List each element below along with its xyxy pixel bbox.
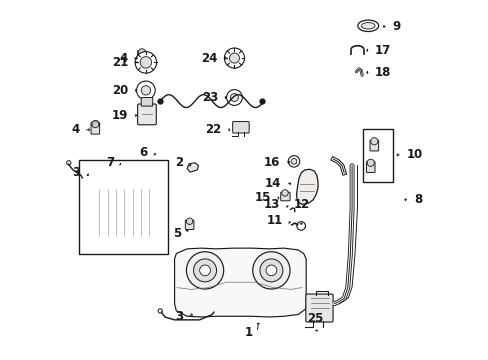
Circle shape (290, 158, 296, 164)
Circle shape (296, 222, 305, 230)
Ellipse shape (361, 23, 374, 29)
Circle shape (281, 190, 287, 196)
Text: 5: 5 (173, 227, 181, 240)
Text: 3: 3 (72, 166, 81, 179)
Circle shape (229, 53, 239, 63)
Circle shape (199, 265, 210, 276)
Text: 23: 23 (202, 91, 218, 104)
Text: 3: 3 (175, 310, 183, 324)
Circle shape (141, 86, 150, 95)
Text: 17: 17 (374, 44, 390, 57)
Text: 8: 8 (413, 193, 421, 206)
Circle shape (136, 81, 155, 100)
Text: 22: 22 (205, 123, 221, 136)
Polygon shape (88, 185, 158, 241)
FancyBboxPatch shape (82, 198, 91, 228)
Circle shape (287, 156, 299, 167)
Polygon shape (187, 163, 198, 172)
Polygon shape (296, 169, 317, 204)
Circle shape (252, 252, 289, 289)
Text: 21: 21 (112, 56, 128, 69)
Text: 25: 25 (306, 311, 323, 324)
FancyBboxPatch shape (280, 192, 289, 201)
Text: 4: 4 (119, 51, 127, 64)
Circle shape (193, 259, 216, 282)
Circle shape (138, 49, 145, 56)
Circle shape (66, 161, 71, 165)
Circle shape (135, 51, 156, 73)
FancyBboxPatch shape (91, 123, 100, 134)
Circle shape (186, 218, 192, 225)
Text: 12: 12 (293, 198, 309, 211)
Text: 20: 20 (112, 84, 128, 97)
FancyBboxPatch shape (141, 98, 152, 106)
Ellipse shape (357, 20, 378, 32)
FancyBboxPatch shape (305, 294, 332, 322)
Text: 24: 24 (201, 51, 218, 64)
Text: 9: 9 (391, 20, 400, 33)
Text: 11: 11 (266, 214, 282, 227)
Circle shape (265, 265, 276, 276)
FancyBboxPatch shape (185, 220, 194, 229)
Text: 13: 13 (264, 198, 280, 211)
Circle shape (158, 309, 162, 313)
Circle shape (224, 48, 244, 68)
Text: 2: 2 (175, 156, 183, 169)
FancyBboxPatch shape (369, 140, 378, 151)
Circle shape (226, 90, 242, 105)
Text: 19: 19 (112, 109, 128, 122)
FancyBboxPatch shape (137, 104, 156, 125)
Circle shape (92, 121, 99, 128)
Text: 14: 14 (264, 177, 281, 190)
Text: 15: 15 (254, 192, 270, 204)
Text: 10: 10 (406, 148, 422, 161)
Polygon shape (174, 248, 305, 317)
Circle shape (260, 259, 282, 282)
FancyBboxPatch shape (137, 51, 146, 62)
Text: 1: 1 (244, 326, 252, 339)
Text: 16: 16 (264, 156, 280, 168)
Text: 7: 7 (105, 156, 114, 169)
Circle shape (140, 57, 151, 68)
Text: 4: 4 (71, 123, 80, 136)
FancyBboxPatch shape (154, 198, 163, 228)
Circle shape (186, 252, 223, 289)
Circle shape (366, 159, 373, 166)
Text: 18: 18 (374, 66, 390, 79)
Circle shape (230, 94, 238, 102)
Bar (79, 160, 167, 253)
Circle shape (370, 138, 377, 145)
FancyBboxPatch shape (232, 122, 249, 133)
Text: 6: 6 (139, 145, 147, 158)
Bar (362, 129, 392, 182)
FancyBboxPatch shape (366, 162, 374, 172)
